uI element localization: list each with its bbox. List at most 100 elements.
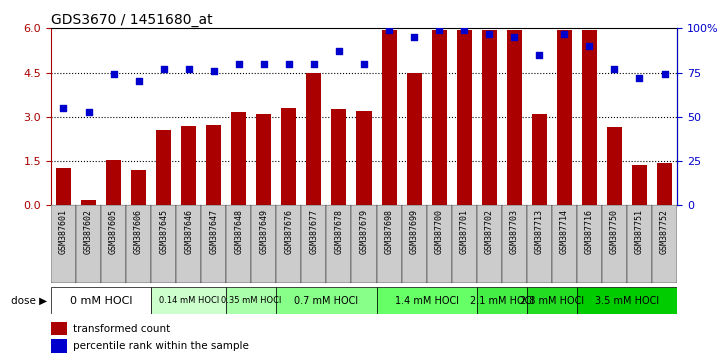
- Bar: [352, 205, 376, 283]
- Text: 0.14 mM HOCl: 0.14 mM HOCl: [159, 296, 219, 305]
- Bar: [456, 30, 472, 205]
- Bar: [552, 205, 577, 283]
- Bar: [151, 205, 176, 283]
- Point: [132, 79, 144, 84]
- Bar: [106, 160, 121, 205]
- Bar: [577, 205, 602, 283]
- Bar: [301, 205, 326, 283]
- Text: GSM387701: GSM387701: [459, 209, 469, 254]
- Bar: [51, 322, 67, 335]
- Text: 2.1 mM HOCl: 2.1 mM HOCl: [470, 296, 534, 306]
- Point: [508, 34, 520, 40]
- Bar: [156, 130, 171, 205]
- Bar: [51, 205, 76, 283]
- Bar: [376, 205, 402, 283]
- Point: [383, 27, 395, 33]
- Bar: [657, 162, 672, 205]
- Bar: [531, 114, 547, 205]
- Point: [283, 61, 295, 67]
- Point: [83, 109, 95, 114]
- Bar: [326, 205, 352, 283]
- Bar: [527, 287, 577, 314]
- Point: [584, 43, 596, 49]
- Bar: [201, 205, 226, 283]
- Bar: [607, 127, 622, 205]
- Text: GSM387649: GSM387649: [259, 209, 269, 254]
- Text: GSM387751: GSM387751: [635, 209, 644, 254]
- Bar: [151, 287, 226, 314]
- Text: 3.5 mM HOCl: 3.5 mM HOCl: [595, 296, 659, 306]
- Bar: [357, 111, 371, 205]
- Text: 2.8 mM HOCl: 2.8 mM HOCl: [520, 296, 584, 306]
- Bar: [376, 287, 477, 314]
- Bar: [56, 169, 71, 205]
- Point: [108, 72, 119, 77]
- Text: GSM387700: GSM387700: [435, 209, 443, 254]
- Bar: [126, 205, 151, 283]
- Bar: [226, 287, 277, 314]
- Bar: [507, 30, 522, 205]
- Bar: [632, 166, 647, 205]
- Text: 0 mM HOCl: 0 mM HOCl: [70, 296, 132, 306]
- Point: [233, 61, 245, 67]
- Bar: [577, 287, 677, 314]
- Text: transformed count: transformed count: [73, 324, 170, 333]
- Point: [459, 27, 470, 33]
- Bar: [477, 287, 527, 314]
- Bar: [432, 30, 447, 205]
- Text: percentile rank within the sample: percentile rank within the sample: [73, 341, 249, 351]
- Point: [183, 66, 194, 72]
- Text: GSM387677: GSM387677: [309, 209, 318, 254]
- Bar: [101, 205, 126, 283]
- Bar: [557, 30, 572, 205]
- Bar: [502, 205, 527, 283]
- Point: [358, 61, 370, 67]
- Text: GSM387645: GSM387645: [159, 209, 168, 254]
- Bar: [232, 113, 246, 205]
- Text: dose ▶: dose ▶: [11, 296, 47, 306]
- Text: GSM387752: GSM387752: [660, 209, 669, 254]
- Bar: [582, 30, 597, 205]
- Text: GSM387606: GSM387606: [134, 209, 143, 254]
- Text: GSM387698: GSM387698: [384, 209, 394, 254]
- Text: 1.4 mM HOCl: 1.4 mM HOCl: [395, 296, 459, 306]
- Bar: [76, 205, 101, 283]
- Text: GSM387678: GSM387678: [334, 209, 344, 254]
- Text: GDS3670 / 1451680_at: GDS3670 / 1451680_at: [51, 13, 213, 27]
- Text: GSM387647: GSM387647: [209, 209, 218, 254]
- Bar: [51, 287, 151, 314]
- Bar: [206, 125, 221, 205]
- Text: GSM387703: GSM387703: [510, 209, 519, 254]
- Bar: [176, 205, 201, 283]
- Bar: [451, 205, 477, 283]
- Point: [308, 61, 320, 67]
- Bar: [652, 205, 677, 283]
- Text: GSM387679: GSM387679: [360, 209, 368, 254]
- Bar: [402, 205, 427, 283]
- Bar: [226, 205, 251, 283]
- Point: [633, 75, 645, 81]
- Bar: [131, 170, 146, 205]
- Text: GSM387676: GSM387676: [285, 209, 293, 254]
- Bar: [627, 205, 652, 283]
- Bar: [482, 30, 496, 205]
- Point: [558, 31, 570, 36]
- Point: [58, 105, 69, 111]
- Bar: [527, 205, 552, 283]
- Text: GSM387601: GSM387601: [59, 209, 68, 254]
- Bar: [406, 73, 422, 205]
- Text: GSM387602: GSM387602: [84, 209, 93, 254]
- Bar: [477, 205, 502, 283]
- Text: GSM387713: GSM387713: [535, 209, 544, 254]
- Bar: [381, 30, 397, 205]
- Point: [408, 34, 420, 40]
- Bar: [427, 205, 451, 283]
- Point: [258, 61, 269, 67]
- Text: 0.35 mM HOCl: 0.35 mM HOCl: [221, 296, 282, 305]
- Point: [158, 66, 170, 72]
- Point: [534, 52, 545, 58]
- Text: GSM387750: GSM387750: [610, 209, 619, 254]
- Text: 0.7 mM HOCl: 0.7 mM HOCl: [294, 296, 358, 306]
- Bar: [81, 200, 96, 205]
- Bar: [277, 287, 376, 314]
